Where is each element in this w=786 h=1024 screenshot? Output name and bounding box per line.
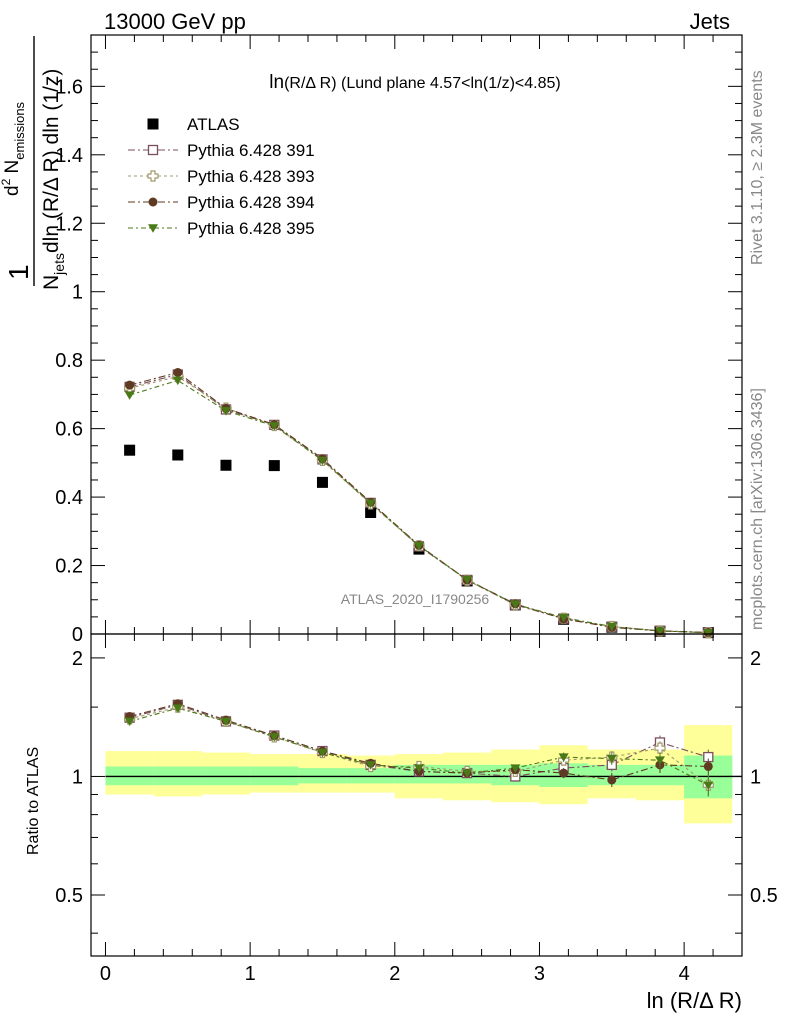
main-point-s4-9 [558, 613, 569, 623]
main-point-s4-11 [654, 627, 665, 636]
x-tick-label-3: 3 [534, 963, 545, 985]
ratio-ytick-label-left-1: 1 [72, 766, 83, 788]
ratio-ytick-label-left-0: 0.5 [55, 885, 83, 907]
main-ytick-label-7: 1.4 [55, 145, 83, 167]
ratio-band-inner-4 [298, 768, 347, 784]
main-point-s4-1 [172, 376, 183, 386]
ratio-point-s3-1 [172, 704, 183, 713]
main-point-s3-0 [125, 380, 135, 390]
ylabel-denominator: Njetsdln (R/Δ R) dln (1/z) [40, 69, 67, 290]
main-ytick-label-0: 0 [72, 624, 83, 646]
ratio-ytick-label-right-2: 2 [750, 648, 761, 670]
ratio-point-s3-8 [510, 764, 521, 773]
chart-title: ln(R/Δ R) (Lund plane 4.57<ln(1/z)<4.85) [269, 72, 560, 93]
main-ytick-label-8: 1.6 [55, 76, 83, 98]
analysis-watermark: ATLAS_2020_I1790256 [341, 591, 490, 607]
ratio-bands [105, 725, 733, 824]
ratio-frame [90, 633, 743, 957]
legend-label-3: Pythia 6.428 394 [187, 193, 315, 212]
header-right: Jets [690, 9, 730, 34]
x-tick-label-0: 0 [100, 963, 111, 985]
ratio-data-marks [124, 699, 714, 797]
ratio-point-s3-5 [365, 761, 376, 770]
legend-marker-1 [147, 144, 159, 156]
legend-label-1: Pythia 6.428 391 [187, 141, 315, 160]
main-ytick-label-6: 1.2 [55, 213, 83, 235]
main-ylabel: 1 Njetsdln (R/Δ R) dln (1/z) d2 Nemissio… [0, 36, 67, 290]
legend-marker-2 [147, 170, 159, 182]
x-tick-label-4: 4 [679, 963, 690, 985]
main-point-s4-4 [317, 456, 328, 466]
main-point-s0-5 [365, 506, 377, 518]
main-point-s0-3 [268, 460, 280, 472]
main-point-s4-6 [413, 541, 424, 551]
x-tick-label-2: 2 [389, 963, 400, 985]
main-ytick-label-2: 0.4 [55, 487, 83, 509]
ratio-point-s3-3 [269, 733, 280, 742]
ratio-point-s2-9 [559, 768, 569, 778]
x-axis-label: ln (R/Δ R) [647, 988, 742, 1013]
ratio-ytick-label-left-2: 2 [72, 648, 83, 670]
ratio-point-s3-9 [558, 753, 569, 762]
main-ytick-label-4: 0.8 [55, 350, 83, 372]
main-point-s0-1 [172, 449, 184, 461]
ratio-point-s3-7 [462, 769, 473, 778]
ratio-axis-ticks: 0.5 0.5 1 1 2 2 0 1 2 3 4 [55, 634, 778, 985]
ratio-point-s3-10 [606, 754, 617, 764]
main-point-s4-0 [124, 391, 135, 400]
legend-marker-4 [148, 224, 158, 233]
ratio-point-s1-11 [654, 742, 666, 754]
main-point-s0-2 [220, 459, 232, 471]
ratio-point-s3-6 [413, 764, 424, 773]
legend: ATLAS Pythia 6.428 391 Pythia 6.428 393 Pyt… [128, 115, 315, 238]
x-tick-label-1: 1 [245, 963, 256, 985]
ratio-ytick-label-right-0: 0.5 [750, 885, 778, 907]
main-point-s4-3 [269, 422, 280, 431]
main-point-s0-0 [124, 444, 136, 456]
ratio-band-inner-5 [346, 768, 395, 784]
main-point-s4-8 [510, 600, 521, 609]
main-point-s3-1 [173, 367, 183, 377]
main-point-s4-10 [606, 622, 617, 632]
ratio-point-s3-0 [124, 717, 135, 727]
ratio-ytick-label-right-1: 1 [750, 766, 761, 788]
ratio-point-s3-4 [317, 748, 328, 758]
main-data-marks [124, 367, 714, 639]
rivet-label: Rivet 3.1.10, ≥ 2.3M events [749, 70, 766, 265]
legend-label-4: Pythia 6.428 395 [187, 219, 315, 238]
main-point-s0-4 [316, 476, 328, 488]
ratio-panel: 0.5 0.5 1 1 2 2 0 1 2 3 4 Ratio to ATLAS ln (R/Δ R… [25, 633, 778, 1013]
legend-marker-0 [147, 118, 159, 130]
main-ytick-label-5: 1 [72, 282, 83, 304]
main-point-s4-7 [462, 575, 473, 585]
ylabel-numerator: d2 Nemissions [0, 101, 27, 196]
mcplots-label: mcplots.cern.ch [arXiv:1306.3436] [749, 388, 766, 630]
ratio-point-s2-12 [703, 761, 713, 771]
ratio-point-s3-2 [220, 717, 231, 727]
legend-label-0: ATLAS [187, 115, 240, 134]
ratio-point-s3-11 [654, 756, 665, 765]
ratio-point-s3-12 [703, 781, 714, 790]
legend-marker-3 [148, 197, 158, 207]
main-point-s4-12 [703, 628, 714, 638]
legend-label-2: Pythia 6.428 393 [187, 167, 315, 186]
ratio-point-s2-10 [607, 775, 617, 785]
main-point-s4-2 [220, 407, 231, 416]
main-point-s4-5 [365, 499, 376, 508]
ratio-ylabel: Ratio to ATLAS [25, 747, 42, 855]
main-panel: 0 0.2 0.4 0.6 0.8 1 1.2 1.4 1.6 ATLAS_2020_I1790… [55, 34, 743, 646]
main-axis-ticks: 0 0.2 0.4 0.6 0.8 1 1.2 1.4 1.6 [55, 35, 743, 646]
main-ytick-label-1: 0.2 [55, 556, 83, 578]
main-ytick-label-3: 0.6 [55, 419, 83, 441]
ratio-band-inner-11 [635, 764, 685, 786]
ylabel-one: 1 [3, 264, 34, 280]
header-left: 13000 GeV pp [104, 9, 246, 34]
